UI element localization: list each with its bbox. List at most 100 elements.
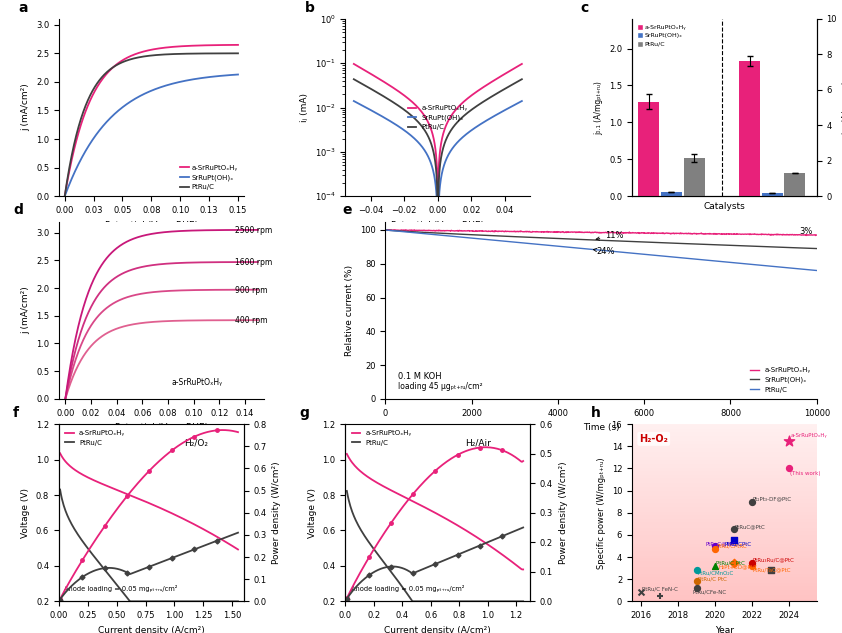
Legend: a-SrRuPtOₓHᵧ, SrRuPt(OH)ₓ, PtRu/C: a-SrRuPtOₓHᵧ, SrRuPt(OH)ₓ, PtRu/C [405, 102, 471, 133]
Bar [632, 539, 842, 540]
Text: a: a [19, 1, 28, 15]
Bar [632, 444, 842, 446]
Bar [632, 592, 842, 593]
Bar [684, 158, 705, 196]
Bar [632, 556, 842, 558]
Bar [632, 468, 842, 469]
Bar [632, 501, 842, 503]
Text: Pt₂Pt₃-DF@PtC: Pt₂Pt₃-DF@PtC [753, 496, 792, 501]
Bar [632, 561, 842, 563]
Bar [632, 429, 842, 430]
Text: Anode loading = 0.05 mgₚₜ₊ᵣᵤ/cm²: Anode loading = 0.05 mgₚₜ₊ᵣᵤ/cm² [351, 585, 465, 592]
Bar [632, 513, 842, 515]
Bar [632, 427, 842, 429]
Point [745, 496, 759, 506]
Text: H₂/Air: H₂/Air [466, 439, 492, 448]
Text: b: b [305, 1, 315, 15]
Bar [632, 453, 842, 455]
Y-axis label: j₀.₁ (A/mgₚₜ₊ᵣᵤ): j₀.₁ (A/mgₚₜ₊ᵣᵤ) [594, 80, 604, 135]
Bar [632, 477, 842, 478]
Bar [632, 486, 842, 487]
Legend: a-SrRuPtOₓHᵧ, SrRuPt(OH)ₓ, PtRu/C: a-SrRuPtOₓHᵧ, SrRuPt(OH)ₓ, PtRu/C [748, 365, 813, 396]
Text: PtRu/CMnO₂C: PtRu/CMnO₂C [697, 571, 733, 576]
Text: PtRu/TaC@PtC: PtRu/TaC@PtC [753, 567, 791, 572]
Bar [632, 498, 842, 499]
Bar [632, 489, 842, 491]
Text: H₂/O₂: H₂/O₂ [184, 439, 209, 448]
Bar [632, 439, 842, 441]
Bar [632, 595, 842, 597]
Point [764, 565, 777, 575]
Bar [632, 441, 842, 442]
Bar [632, 496, 842, 498]
Bar [632, 530, 842, 531]
Point [653, 591, 666, 601]
Bar [632, 553, 842, 555]
Bar [632, 475, 842, 477]
Bar [632, 521, 842, 522]
Y-axis label: j (mA/cm²): j (mA/cm²) [21, 286, 30, 334]
Bar [632, 584, 842, 586]
Bar [632, 499, 842, 501]
Bar [632, 478, 842, 480]
Point [634, 587, 647, 598]
Bar [632, 548, 842, 549]
Bar [632, 558, 842, 560]
Bar [632, 593, 842, 595]
Bar [632, 522, 842, 524]
X-axis label: Potential (V vs. RHE): Potential (V vs. RHE) [392, 220, 484, 230]
X-axis label: Current density (A/cm²): Current density (A/cm²) [98, 625, 205, 633]
Text: PtRu₃Ru/C@PtC: PtRu₃Ru/C@PtC [753, 558, 795, 563]
Text: loading 45 μgₚₜ₊ᵣᵤ/cm²: loading 45 μgₚₜ₊ᵣᵤ/cm² [398, 382, 483, 391]
Point [782, 436, 796, 446]
Bar [632, 512, 842, 513]
Bar [632, 575, 842, 577]
Bar [638, 102, 659, 196]
Point [745, 558, 759, 568]
Bar [632, 484, 842, 486]
Text: PtRu/C PtC: PtRu/C PtC [716, 561, 745, 566]
Bar [632, 510, 842, 512]
Bar [632, 535, 842, 537]
Bar [632, 560, 842, 561]
Bar [632, 455, 842, 457]
Point [708, 561, 722, 571]
Bar [632, 568, 842, 570]
Y-axis label: Relative current (%): Relative current (%) [345, 265, 354, 356]
Bar [632, 459, 842, 460]
Bar [632, 581, 842, 583]
Bar [632, 450, 842, 451]
Legend: a-SrRuPtOₓHᵧ, PtRu/C: a-SrRuPtOₓHᵧ, PtRu/C [62, 427, 128, 449]
Point [745, 561, 759, 571]
Y-axis label: j (mA/cm²): j (mA/cm²) [21, 84, 30, 132]
Bar [632, 601, 842, 602]
Legend: a-SrRuPtOₓHᵧ, SrRuPt(OH)ₓ, PtRu/C: a-SrRuPtOₓHᵧ, SrRuPt(OH)ₓ, PtRu/C [635, 22, 689, 49]
Text: PtRuC@PtC: PtRuC@PtC [706, 541, 737, 546]
Text: 400 rpm: 400 rpm [235, 316, 267, 325]
X-axis label: Potential (V vs. RHE): Potential (V vs. RHE) [104, 220, 198, 230]
X-axis label: Time (s): Time (s) [583, 423, 620, 432]
Bar [632, 579, 842, 581]
Y-axis label: Power density (W/cm²): Power density (W/cm²) [559, 461, 568, 564]
Point [690, 576, 703, 586]
Bar [632, 599, 842, 601]
Bar [632, 471, 842, 473]
Bar [739, 61, 760, 196]
Point [690, 583, 703, 593]
Bar [632, 503, 842, 505]
Bar [632, 480, 842, 482]
Bar [632, 473, 842, 475]
Bar [632, 528, 842, 530]
Bar [632, 524, 842, 526]
Bar [632, 588, 842, 590]
Text: PtRuC@PtC: PtRuC@PtC [734, 524, 765, 529]
Bar [632, 464, 842, 466]
Bar [632, 567, 842, 568]
Bar [632, 487, 842, 489]
Bar [632, 430, 842, 432]
Bar [632, 505, 842, 506]
Bar [632, 492, 842, 494]
X-axis label: Catalysts: Catalysts [703, 202, 745, 211]
Bar [632, 551, 842, 553]
Text: 2500 rpm: 2500 rpm [235, 226, 272, 235]
